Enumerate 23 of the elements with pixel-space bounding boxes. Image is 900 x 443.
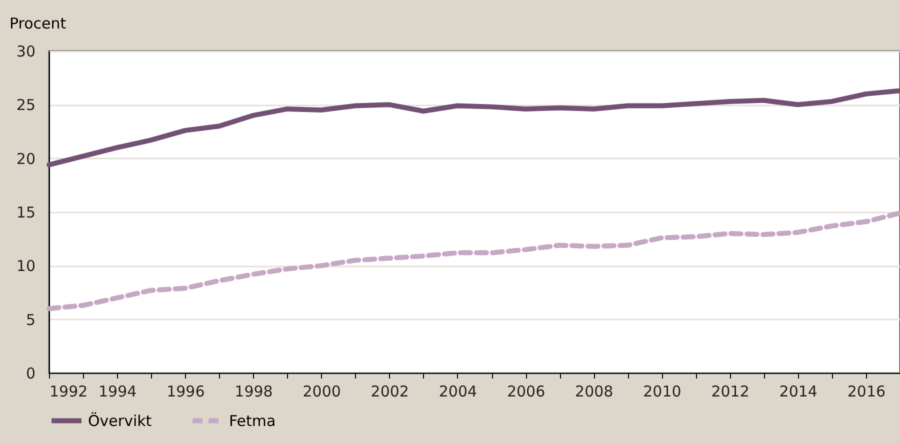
legend-label: Fetma [229, 412, 276, 430]
x-tick-label: 2016 [847, 382, 886, 400]
x-tick-label: 2004 [438, 382, 478, 400]
y-tick-label: 15 [16, 204, 36, 222]
x-tick-label: 2010 [643, 382, 682, 400]
x-tick-label: 2006 [506, 382, 546, 400]
x-tick-label: 2012 [711, 382, 750, 400]
x-tick-label: 2008 [575, 382, 614, 400]
y-tick-label: 30 [16, 42, 36, 60]
x-tick-label: 2014 [779, 382, 818, 400]
x-tick-label: 1992 [50, 382, 88, 400]
y-tick-label: 0 [26, 364, 36, 382]
x-tick-label: 2000 [302, 382, 341, 400]
y-tick-label: 25 [16, 96, 36, 114]
x-tick-label: 1996 [166, 382, 205, 400]
x-tick-label: 1994 [98, 382, 137, 400]
x-tick-label: 1998 [234, 382, 273, 400]
x-tick-label: 2002 [370, 382, 409, 400]
y-tick-label: 20 [16, 150, 36, 168]
legend-label: Övervikt [88, 412, 152, 430]
y-axis-title: Procent [10, 14, 66, 32]
y-tick-label: 5 [26, 310, 36, 329]
y-tick-label: 10 [16, 257, 36, 276]
